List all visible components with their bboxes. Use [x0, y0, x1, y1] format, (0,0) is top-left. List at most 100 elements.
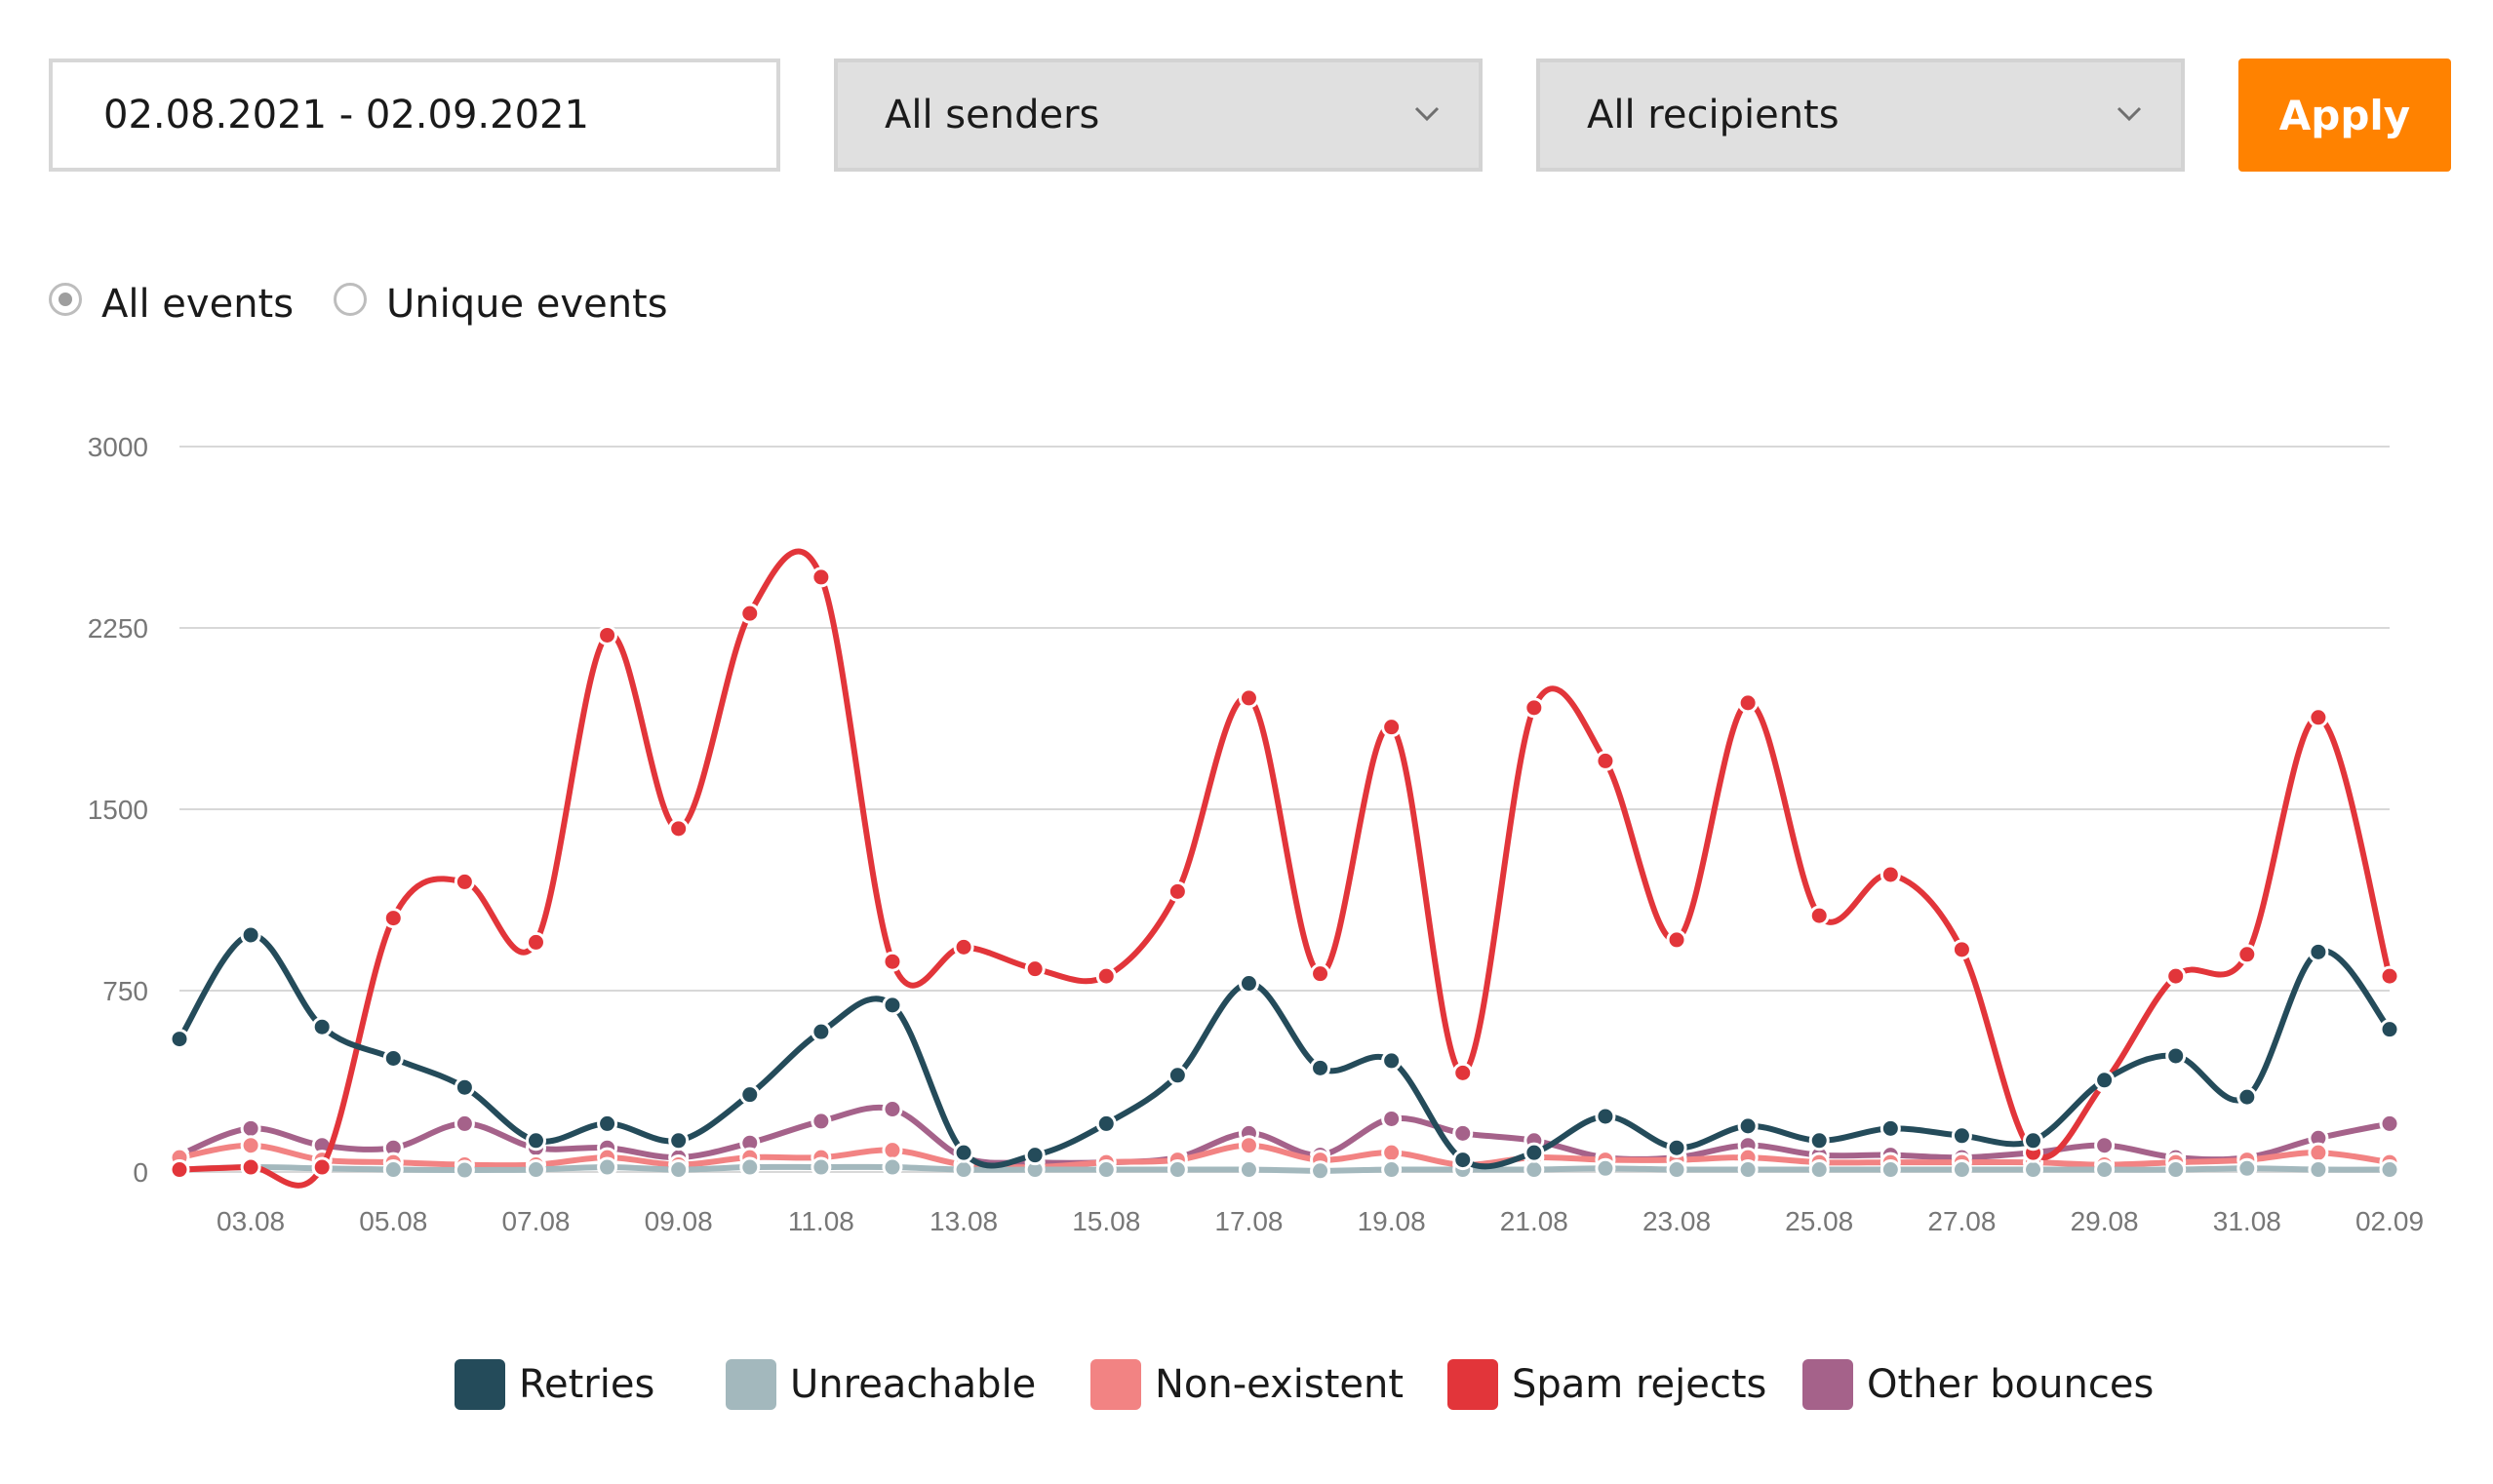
- data-point-unreachable: [1167, 1159, 1188, 1181]
- data-point-spam-rejects: [1880, 864, 1901, 885]
- data-point-unreachable: [739, 1156, 761, 1178]
- data-point-retries: [525, 1130, 546, 1152]
- data-point-unreachable: [525, 1159, 546, 1181]
- data-point-other-bounces: [2379, 1113, 2400, 1134]
- data-point-unreachable: [882, 1156, 903, 1178]
- legend-swatch: [726, 1359, 776, 1410]
- data-point-spam-rejects: [1524, 697, 1545, 719]
- data-point-spam-rejects: [169, 1159, 190, 1181]
- data-point-spam-rejects: [525, 931, 546, 953]
- data-point-spam-rejects: [240, 1156, 261, 1178]
- apply-button[interactable]: Apply: [2238, 59, 2451, 172]
- filter-toolbar: 02.08.2021 - 02.09.2021 All senders All …: [0, 0, 2493, 195]
- data-point-retries: [811, 1021, 832, 1042]
- unique-events-radio[interactable]: Unique events: [334, 275, 724, 333]
- x-tick-label: 19.08: [1358, 1206, 1426, 1236]
- x-tick-label: 23.08: [1642, 1206, 1711, 1236]
- chart-legend: Retries Unreachable Non-existent Spam rejec…: [0, 1346, 2493, 1424]
- data-point-spam-rejects: [953, 936, 974, 957]
- x-tick-label: 25.08: [1785, 1206, 1853, 1236]
- data-point-spam-rejects: [1381, 717, 1403, 738]
- data-point-retries: [2308, 941, 2329, 962]
- x-tick-label: 31.08: [2213, 1206, 2281, 1236]
- data-point-retries: [311, 1016, 333, 1037]
- x-tick-label: 03.08: [217, 1206, 285, 1236]
- senders-select[interactable]: All senders: [834, 59, 1483, 172]
- data-point-unreachable: [1737, 1159, 1759, 1181]
- data-point-retries: [1452, 1150, 1474, 1171]
- data-point-spam-rejects: [2165, 965, 2187, 987]
- data-point-non-existent: [1381, 1142, 1403, 1163]
- data-point-spam-rejects: [2379, 965, 2400, 987]
- recipients-select[interactable]: All recipients: [1536, 59, 2185, 172]
- data-point-unreachable: [2094, 1159, 2116, 1181]
- data-point-retries: [1381, 1050, 1403, 1072]
- data-point-unreachable: [1095, 1159, 1117, 1181]
- data-point-retries: [1737, 1115, 1759, 1137]
- x-tick-label: 27.08: [1927, 1206, 1996, 1236]
- data-point-retries: [1524, 1142, 1545, 1163]
- data-point-unreachable: [2308, 1159, 2329, 1181]
- all-events-label: All events: [101, 282, 295, 327]
- data-point-non-existent: [1238, 1135, 1259, 1156]
- data-point-other-bounces: [454, 1113, 475, 1134]
- data-point-spam-rejects: [1595, 750, 1616, 771]
- bounces-line-chart: 0 750 1500 2250 3000 03.08 05.08 07.08 09.08 11.0…: [88, 432, 2424, 1236]
- data-point-spam-rejects: [597, 624, 618, 645]
- data-point-spam-rejects: [311, 1156, 333, 1178]
- date-range-input[interactable]: 02.08.2021 - 02.09.2021: [49, 59, 780, 172]
- data-point-unreachable: [597, 1156, 618, 1178]
- data-point-retries: [1167, 1065, 1188, 1086]
- data-point-other-bounces: [811, 1111, 832, 1132]
- data-point-retries: [2023, 1130, 2044, 1152]
- x-tick-label: 07.08: [501, 1206, 570, 1236]
- legend-swatch: [1802, 1359, 1853, 1410]
- data-point-retries: [240, 924, 261, 946]
- all-events-radio[interactable]: All events: [49, 275, 302, 333]
- y-tick-label: 1500: [88, 795, 148, 825]
- data-point-spam-rejects: [2236, 944, 2258, 965]
- data-point-unreachable: [1666, 1159, 1687, 1181]
- data-point-unreachable: [1238, 1159, 1259, 1181]
- data-point-retries: [597, 1113, 618, 1134]
- radio-unselected-icon[interactable]: [334, 283, 367, 316]
- data-point-retries: [1951, 1125, 1972, 1147]
- data-point-retries: [169, 1029, 190, 1050]
- x-tick-label: 11.08: [788, 1206, 854, 1236]
- legend-swatch: [455, 1359, 505, 1410]
- data-point-spam-rejects: [454, 871, 475, 892]
- series-line-unreachable: [177, 1163, 2393, 1174]
- radio-selected-icon[interactable]: [49, 283, 82, 316]
- x-tick-label: 29.08: [2071, 1206, 2139, 1236]
- series-spam-rejects: [169, 548, 2400, 1189]
- legend-label: Unreachable: [790, 1362, 1037, 1407]
- data-point-spam-rejects: [1452, 1062, 1474, 1083]
- data-point-retries: [1808, 1130, 1830, 1152]
- data-point-other-bounces: [882, 1099, 903, 1120]
- data-point-unreachable: [2023, 1159, 2044, 1181]
- series-other-bounces: [169, 1099, 2400, 1173]
- chevron-down-icon: [1414, 106, 1440, 122]
- data-point-spam-rejects: [739, 603, 761, 624]
- data-point-unreachable: [668, 1159, 690, 1181]
- data-point-unreachable: [1808, 1159, 1830, 1181]
- data-point-unreachable: [2236, 1157, 2258, 1179]
- data-point-spam-rejects: [382, 908, 404, 929]
- data-point-retries: [1310, 1057, 1331, 1078]
- data-point-non-existent: [240, 1135, 261, 1156]
- legend-label: Other bounces: [1867, 1362, 2155, 1407]
- data-point-other-bounces: [1452, 1122, 1474, 1144]
- data-point-spam-rejects: [1310, 963, 1331, 985]
- x-tick-label: 13.08: [930, 1206, 998, 1236]
- unique-events-label: Unique events: [386, 282, 668, 327]
- data-point-retries: [668, 1130, 690, 1152]
- y-tick-label: 750: [102, 976, 148, 1006]
- data-point-retries: [1024, 1145, 1046, 1166]
- data-point-retries: [2379, 1019, 2400, 1040]
- recipients-select-value: All recipients: [1587, 93, 1840, 137]
- data-point-spam-rejects: [1737, 692, 1759, 714]
- legend-label: Retries: [519, 1362, 655, 1407]
- data-point-spam-rejects: [1808, 905, 1830, 926]
- data-point-unreachable: [1880, 1159, 1901, 1181]
- data-point-spam-rejects: [882, 951, 903, 972]
